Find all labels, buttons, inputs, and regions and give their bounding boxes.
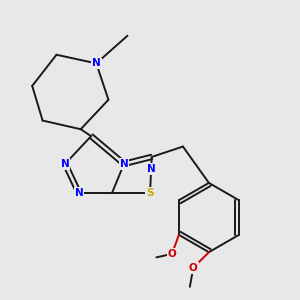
Text: N: N — [75, 188, 83, 198]
Text: S: S — [146, 188, 154, 198]
Text: N: N — [92, 58, 101, 68]
Text: N: N — [147, 164, 156, 174]
Text: N: N — [120, 159, 128, 169]
Text: O: O — [189, 263, 198, 273]
Text: O: O — [168, 249, 176, 259]
Text: N: N — [61, 159, 70, 169]
